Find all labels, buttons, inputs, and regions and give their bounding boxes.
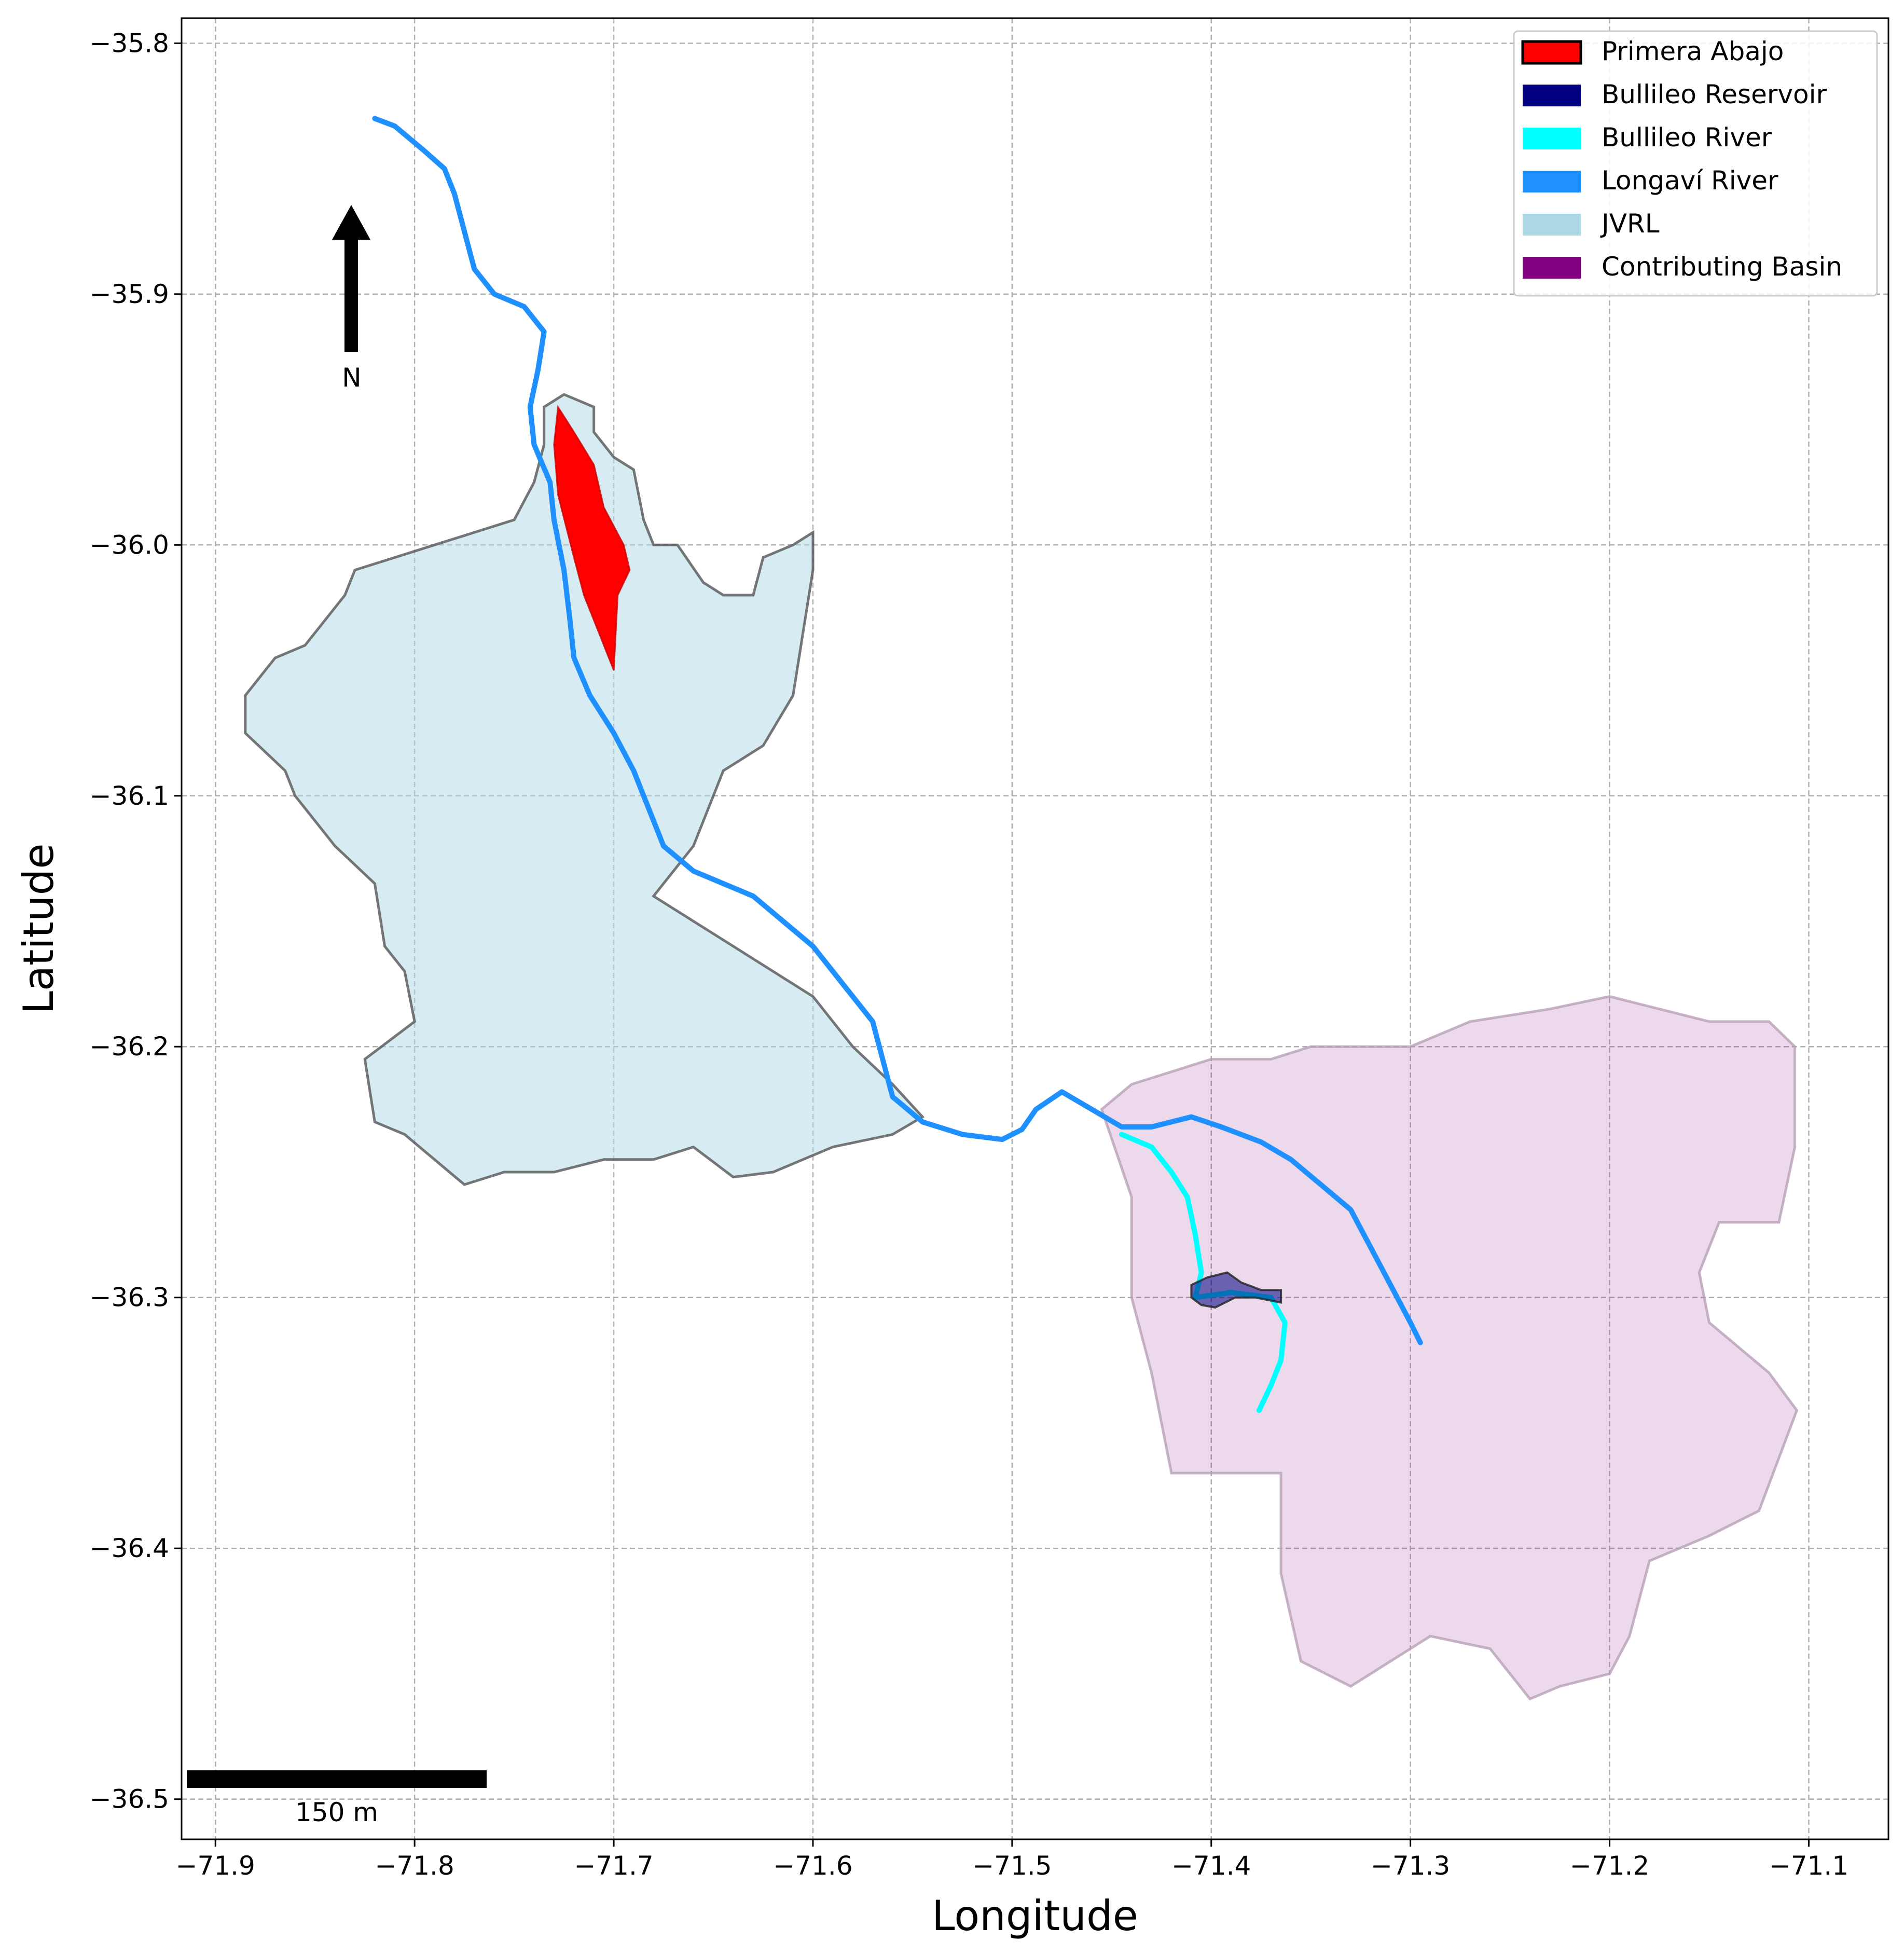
scale-bar: 150 m bbox=[187, 1770, 487, 1827]
x-tick-label: −71.4 bbox=[1171, 1851, 1251, 1881]
scale-bar-line bbox=[187, 1770, 487, 1788]
map-layers bbox=[244, 116, 1799, 1701]
x-axis-title: Longitude bbox=[932, 1892, 1138, 1940]
bullileo-reservoir-legend-swatch bbox=[1523, 85, 1581, 106]
legend-label-primera-abajo: Primera Abajo bbox=[1602, 36, 1784, 66]
x-tick-label: −71.1 bbox=[1769, 1851, 1848, 1881]
north-arrow-head-icon bbox=[332, 205, 370, 240]
x-tick-label: −71.9 bbox=[176, 1851, 255, 1881]
x-tick-label: −71.7 bbox=[574, 1851, 653, 1881]
y-tick-label: −36.4 bbox=[90, 1533, 169, 1563]
plot-frame bbox=[181, 17, 1889, 1840]
primera-abajo-legend-swatch bbox=[1521, 40, 1582, 65]
legend-label-jvrl: JVRL bbox=[1600, 209, 1660, 239]
north-arrow: N bbox=[332, 205, 370, 393]
legend-label-contributing-basin: Contributing Basin bbox=[1602, 252, 1842, 282]
longavi-river-legend-swatch bbox=[1523, 171, 1581, 192]
y-axis-title: Latitude bbox=[15, 843, 63, 1014]
legend-frame bbox=[1513, 30, 1878, 297]
y-tick-label: −36.2 bbox=[90, 1031, 169, 1062]
legend-label-bullileo-river: Bullileo River bbox=[1602, 122, 1772, 153]
grid-vertical-lines bbox=[215, 18, 1810, 1839]
x-tick-label: −71.8 bbox=[375, 1851, 454, 1881]
x-tick-label: −71.6 bbox=[773, 1851, 852, 1881]
x-tick-label: −71.3 bbox=[1371, 1851, 1450, 1881]
y-tick-label: −36.1 bbox=[90, 781, 169, 811]
bullileo-reservoir-polygon bbox=[1190, 1271, 1282, 1309]
primera-abajo-polygon bbox=[553, 404, 631, 671]
jvrl-polygon bbox=[244, 393, 925, 1186]
north-arrow-shaft-icon bbox=[344, 239, 358, 352]
y-axis-ticks: −35.8 −35.9 −36.0 −36.1 −36.2 −36.3 −36.4 −36.5 bbox=[90, 28, 182, 1814]
scale-bar-label: 150 m bbox=[295, 1797, 378, 1827]
y-tick-label: −36.3 bbox=[90, 1283, 169, 1313]
contributing-basin-legend-swatch bbox=[1523, 257, 1581, 279]
x-tick-label: −71.2 bbox=[1570, 1851, 1649, 1881]
legend: Primera Abajo Bullileo Reservoir Bullileo … bbox=[1513, 30, 1878, 297]
legend-label-bullileo-reservoir: Bullileo Reservoir bbox=[1602, 79, 1827, 109]
x-tick-label: −71.5 bbox=[972, 1851, 1052, 1881]
y-tick-label: −35.8 bbox=[90, 28, 169, 58]
jvrl-legend-swatch bbox=[1523, 214, 1581, 236]
x-axis-ticks: −71.9 −71.8 −71.7 −71.6 −71.5 −71.4 −71.3 −71.2… bbox=[176, 1839, 1848, 1881]
contributing-basin-polygon bbox=[1100, 995, 1799, 1701]
legend-label-longavi-river: Longaví River bbox=[1602, 166, 1778, 196]
longavi-river-line bbox=[372, 116, 1423, 1345]
y-tick-label: −36.5 bbox=[90, 1784, 169, 1814]
y-tick-label: −36.0 bbox=[90, 530, 169, 560]
y-tick-label: −35.9 bbox=[90, 279, 169, 309]
bullileo-river-legend-swatch bbox=[1523, 128, 1581, 149]
north-arrow-label: N bbox=[342, 363, 361, 393]
